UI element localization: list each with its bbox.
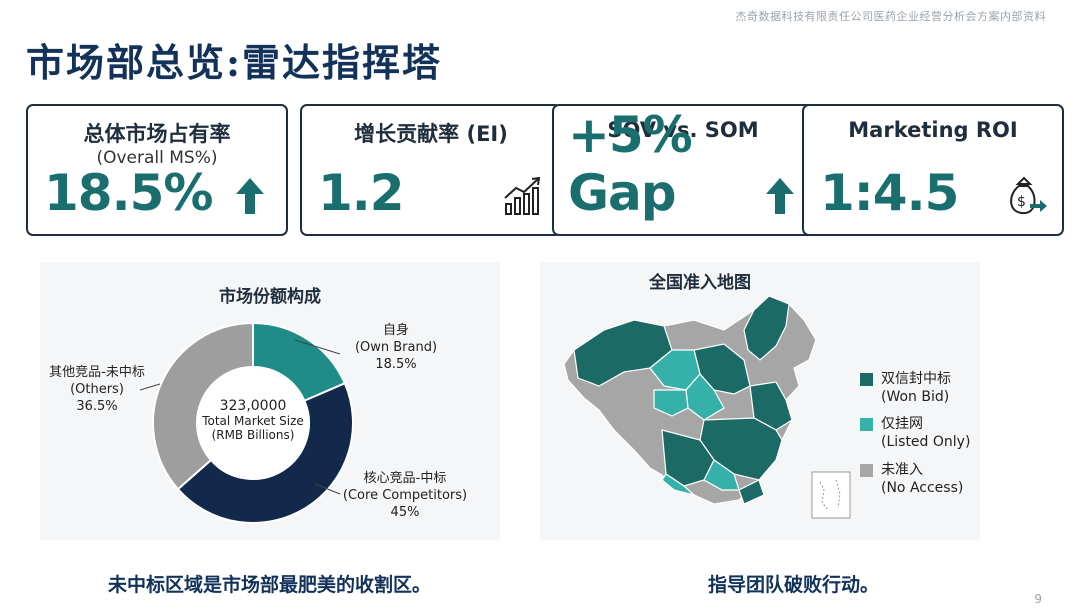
segment-label-cn: 自身 (382, 323, 409, 338)
legend-label-en: (Won Bid) (881, 389, 950, 405)
arrow-up-icon (766, 178, 794, 214)
legend-label-en: (Listed Only) (881, 434, 971, 450)
donut-leader-line-0 (294, 339, 341, 355)
map-title: 全国准入地图 (649, 273, 751, 293)
kpi-label: SOV vs. SOM (607, 118, 759, 142)
market-share-donut (139, 321, 354, 524)
kpi-value: +5% Gap (568, 106, 693, 222)
segment-label-en: (Others) (70, 382, 124, 397)
kpi-value: 18.5% (44, 164, 213, 222)
segment-pct: 18.5% (375, 357, 417, 372)
map-region-listed-only (661, 473, 695, 496)
kpi-card-market-share: 总体市场占有率 (Overall MS%) 18.5% (26, 104, 288, 236)
page-title: 市场部总览:雷达指挥塔 (26, 40, 443, 85)
legend-label-cn: 未准入 (881, 462, 923, 478)
total-market-label: Total Market Size (202, 414, 304, 428)
donut-title: 市场份额构成 (219, 287, 321, 307)
segment-pct: 45% (390, 505, 420, 520)
total-market-unit: (RMB Billions) (211, 428, 295, 442)
donut-hole (197, 367, 309, 479)
donut-label-core-competitors: 核心竞品-中标 (Core Competitors) 45% (330, 470, 480, 521)
donut-center-text: 323,0000 Total Market Size (RMB Billions… (178, 398, 328, 442)
money-bag-icon: $ (1010, 176, 1047, 215)
south-china-sea-inset (811, 471, 851, 519)
kpi-value: 1.2 (318, 164, 405, 222)
donut-label-others: 其他竞品-未中标 (Others) 36.5% (36, 364, 158, 415)
map-region-won-bid (738, 479, 765, 505)
header-note: 杰奇数据科技有限责任公司医药企业经营分析会方案内部资料 (735, 10, 1046, 23)
growth-chart-icon (504, 176, 541, 215)
segment-pct: 36.5% (76, 399, 118, 414)
china-access-map (563, 295, 851, 519)
donut-leader-line-1 (314, 483, 341, 495)
kpi-card-marketing-roi: Marketing ROI 1:4.5 $ (802, 104, 1064, 236)
kpi-sublabel: (Overall MS%) (96, 148, 218, 168)
kpi-card-sov-som: SOV vs. SOM +5% Gap (552, 104, 814, 236)
total-market-value: 323,0000 (219, 398, 287, 414)
legend-label-en: (No Access) (881, 480, 964, 496)
legend-swatch (860, 464, 873, 477)
segment-label-cn: 其他竞品-未中标 (49, 365, 145, 380)
page-number: 9 (1034, 592, 1042, 606)
kpi-label: 总体市场占有率 (83, 122, 231, 146)
segment-label-en: (Core Competitors) (342, 488, 468, 503)
kpi-value: 1:4.5 (820, 164, 959, 222)
map-region-won-bid (743, 295, 790, 361)
kpi-card-growth-contribution: 增长贡献率 (EI) 1.2 (300, 104, 562, 236)
caption-right: 指导团队破败行动。 (708, 574, 880, 596)
legend-label-cn: 双信封中标 (881, 371, 951, 387)
svg-text:$: $ (1017, 194, 1026, 210)
donut-leader-line-2 (139, 383, 161, 391)
kpi-label: Marketing ROI (848, 118, 1018, 142)
donut-label-own-brand: 自身 (Own Brand) 18.5% (346, 322, 446, 373)
kpi-label: 增长贡献率 (EI) (354, 122, 508, 146)
segment-label-en: (Own Brand) (354, 340, 438, 355)
segment-label-cn: 核心竞品-中标 (363, 471, 447, 486)
legend-label-cn: 仅挂网 (881, 416, 923, 432)
legend-swatch (860, 373, 873, 386)
legend-swatch (860, 418, 873, 431)
caption-left: 未中标区域是市场部最肥美的收割区。 (108, 574, 432, 596)
map-region-listed-only (703, 459, 740, 491)
map-region-listed-only (653, 389, 689, 417)
arrow-up-icon (236, 178, 264, 214)
